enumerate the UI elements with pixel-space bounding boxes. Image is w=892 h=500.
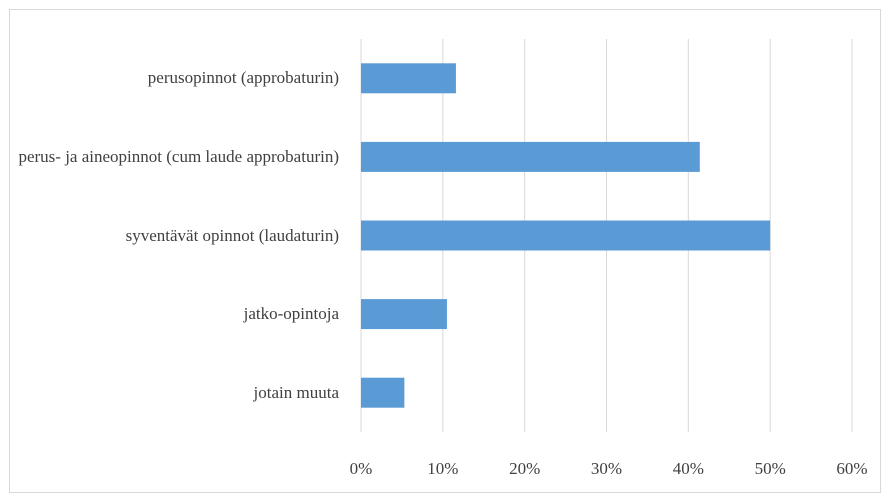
y-tick-label: perusopinnot (approbaturin) (147, 68, 339, 88)
x-tick-label: 60% (836, 459, 867, 478)
bar (361, 377, 405, 408)
x-tick-label: 40% (673, 459, 704, 478)
y-tick-label: jatko-opintoja (243, 304, 339, 324)
y-tick-label: perus- ja aineopinnot (cum laude approba… (18, 146, 339, 166)
bar (361, 299, 447, 330)
bar (361, 63, 456, 94)
bar (361, 220, 771, 251)
x-tick-label: 30% (591, 459, 622, 478)
chart-frame (9, 9, 881, 493)
x-tick-label: 20% (509, 459, 540, 478)
y-tick-label: jotain muuta (253, 382, 339, 402)
y-tick-label: syventävät opinnot (laudaturin) (125, 225, 339, 245)
x-tick-label: 0% (350, 459, 373, 478)
x-tick-label: 10% (427, 459, 458, 478)
bar (361, 141, 700, 172)
x-tick-label: 50% (755, 459, 786, 478)
